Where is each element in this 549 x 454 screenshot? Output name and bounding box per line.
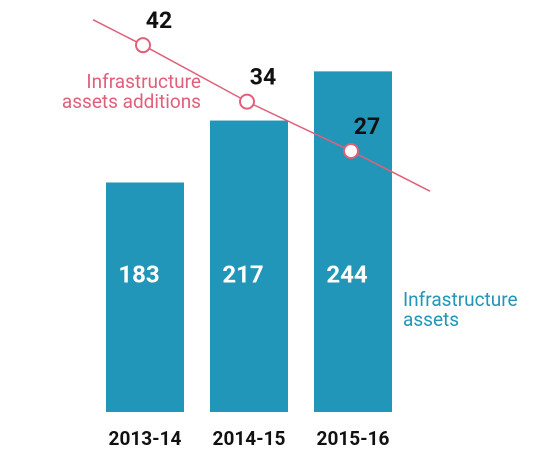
x-tick-label: 2013-14: [109, 427, 182, 450]
bar-value-label: 183: [118, 260, 159, 288]
line-point: [239, 93, 255, 110]
line-value-label: 27: [354, 113, 380, 140]
bar: [314, 71, 392, 412]
trend-extension: [92, 19, 144, 46]
line-value-label: 34: [250, 64, 276, 91]
x-tick-label: 2015-16: [317, 427, 390, 450]
x-tick-label: 2014-15: [213, 427, 286, 450]
bar: [106, 182, 184, 412]
line-value-label: 42: [146, 7, 172, 34]
line-point: [135, 37, 151, 54]
bar-series-label: Infrastructure assets: [403, 288, 518, 331]
bar-value-label: 217: [222, 260, 263, 288]
line-point: [343, 142, 359, 159]
trend-extension: [350, 150, 431, 192]
line-series-label: Infrastructure assets additions: [61, 70, 201, 113]
bar-value-label: 244: [326, 260, 368, 288]
bar: [210, 120, 288, 412]
